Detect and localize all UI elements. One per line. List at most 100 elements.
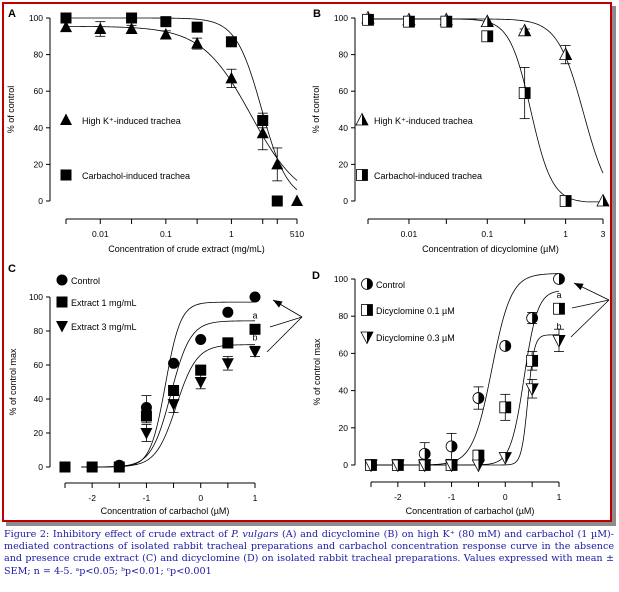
y-tick-label: 80 <box>339 50 349 60</box>
marker-triangle <box>291 194 303 206</box>
data-point <box>94 22 107 34</box>
data-point <box>86 461 98 473</box>
data-point <box>552 334 566 348</box>
marker-circle <box>140 402 152 413</box>
data-point <box>113 461 125 473</box>
marker-square-half <box>565 195 572 207</box>
marker-triangle <box>125 22 138 34</box>
marker-triangle-down-half <box>367 332 373 344</box>
marker-square-half <box>362 169 368 181</box>
marker-square-half <box>408 16 415 28</box>
legend-marker <box>56 274 68 286</box>
marker-square-half <box>487 30 493 42</box>
panel-letter: C <box>8 263 16 275</box>
marker-square-half <box>446 16 452 28</box>
marker-circle-half <box>532 312 538 324</box>
data-point <box>558 47 573 60</box>
data-point <box>140 402 152 413</box>
x-tick-label: 0 <box>198 493 203 503</box>
marker-circle-half <box>451 440 458 452</box>
y-tick-label: 80 <box>34 50 44 60</box>
data-point <box>59 461 71 473</box>
y-tick-label: 20 <box>34 159 44 169</box>
x-tick-label: -2 <box>88 493 96 503</box>
data-point <box>440 15 453 28</box>
x-tick-label: 0.1 <box>160 229 172 239</box>
x-tick-label: 0.01 <box>401 229 418 239</box>
data-point <box>271 195 283 207</box>
y-tick-label: 20 <box>34 428 44 438</box>
data-point <box>362 13 374 26</box>
figure-caption: Figure 2: Inhibitory effect of crude ext… <box>4 529 614 578</box>
data-point <box>195 364 207 376</box>
data-point <box>291 194 303 206</box>
x-tick-label: 0.1 <box>481 229 493 239</box>
data-point <box>222 337 234 349</box>
y-tick-label: 100 <box>334 13 348 23</box>
data-point <box>364 459 378 473</box>
panel-d: D 0 20 40 60 80 100 % of control max -2 -1 0 1 Conce… <box>312 270 610 516</box>
fit-curve <box>371 334 559 466</box>
y-tick-label: 60 <box>34 360 44 370</box>
marker-square <box>60 12 72 24</box>
marker-triangle-down-half <box>424 460 431 472</box>
data-point <box>159 27 172 40</box>
y-tick-label: 100 <box>29 13 43 23</box>
x-tick-label: 1 <box>253 493 258 503</box>
marker-square-half <box>367 304 373 316</box>
marker-triangle-down-half <box>559 335 565 347</box>
marker-circle <box>168 357 180 369</box>
data-point <box>418 447 431 460</box>
caption-prefix: Figure 2: Inhibitory effect of crude ext… <box>4 529 232 540</box>
x-axis-label: Concentration of carbachol (µM) <box>101 506 230 516</box>
marker-triangle-down <box>167 399 180 411</box>
legend-label: Dicyclomine 0.1 µM <box>376 306 455 316</box>
data-point <box>518 87 531 99</box>
significance-label: b <box>252 332 257 342</box>
panel-letter: A <box>8 8 16 20</box>
legend-marker <box>56 321 68 333</box>
legend-label: Carbachol-induced trachea <box>82 171 190 181</box>
data-point <box>249 323 261 335</box>
legend-marker <box>356 169 368 181</box>
data-point <box>559 195 572 207</box>
marker-square <box>56 296 68 308</box>
marker-square <box>86 461 98 473</box>
marker-square-half <box>559 303 565 315</box>
data-point <box>499 340 512 352</box>
y-tick-label: 60 <box>339 86 349 96</box>
y-axis-label: % of control max <box>312 338 322 406</box>
y-tick-label: 60 <box>339 348 349 358</box>
y-axis-label: % of control <box>6 86 16 134</box>
data-point <box>499 401 512 414</box>
marker-triangle <box>191 37 204 49</box>
legend-label: Extract 1 mg/mL <box>71 298 137 308</box>
data-point <box>225 36 237 48</box>
data-point <box>194 377 207 389</box>
y-axis-label: % of control max <box>8 348 18 416</box>
marker-triangle-down <box>56 321 68 333</box>
data-point <box>125 22 138 34</box>
y-tick-label: 20 <box>339 423 349 433</box>
marker-triangle <box>159 27 172 40</box>
y-tick-label: 40 <box>339 386 349 396</box>
data-point <box>225 71 238 84</box>
data-point <box>526 312 539 324</box>
legend-marker <box>361 304 373 316</box>
data-point <box>481 30 494 43</box>
arrow-a <box>571 299 610 309</box>
legend-marker <box>355 112 369 126</box>
arrow-a <box>269 316 303 328</box>
fit-curve <box>66 17 298 191</box>
data-point <box>444 459 459 473</box>
x-tick-label: 0.01 <box>92 229 109 239</box>
data-point <box>167 399 180 411</box>
marker-square <box>191 21 203 33</box>
data-point <box>445 440 458 453</box>
marker-triangle <box>271 157 284 170</box>
data-point <box>480 14 494 28</box>
legend-marker <box>60 113 72 125</box>
marker-square-half <box>368 14 374 26</box>
panel-letter: B <box>313 8 321 20</box>
